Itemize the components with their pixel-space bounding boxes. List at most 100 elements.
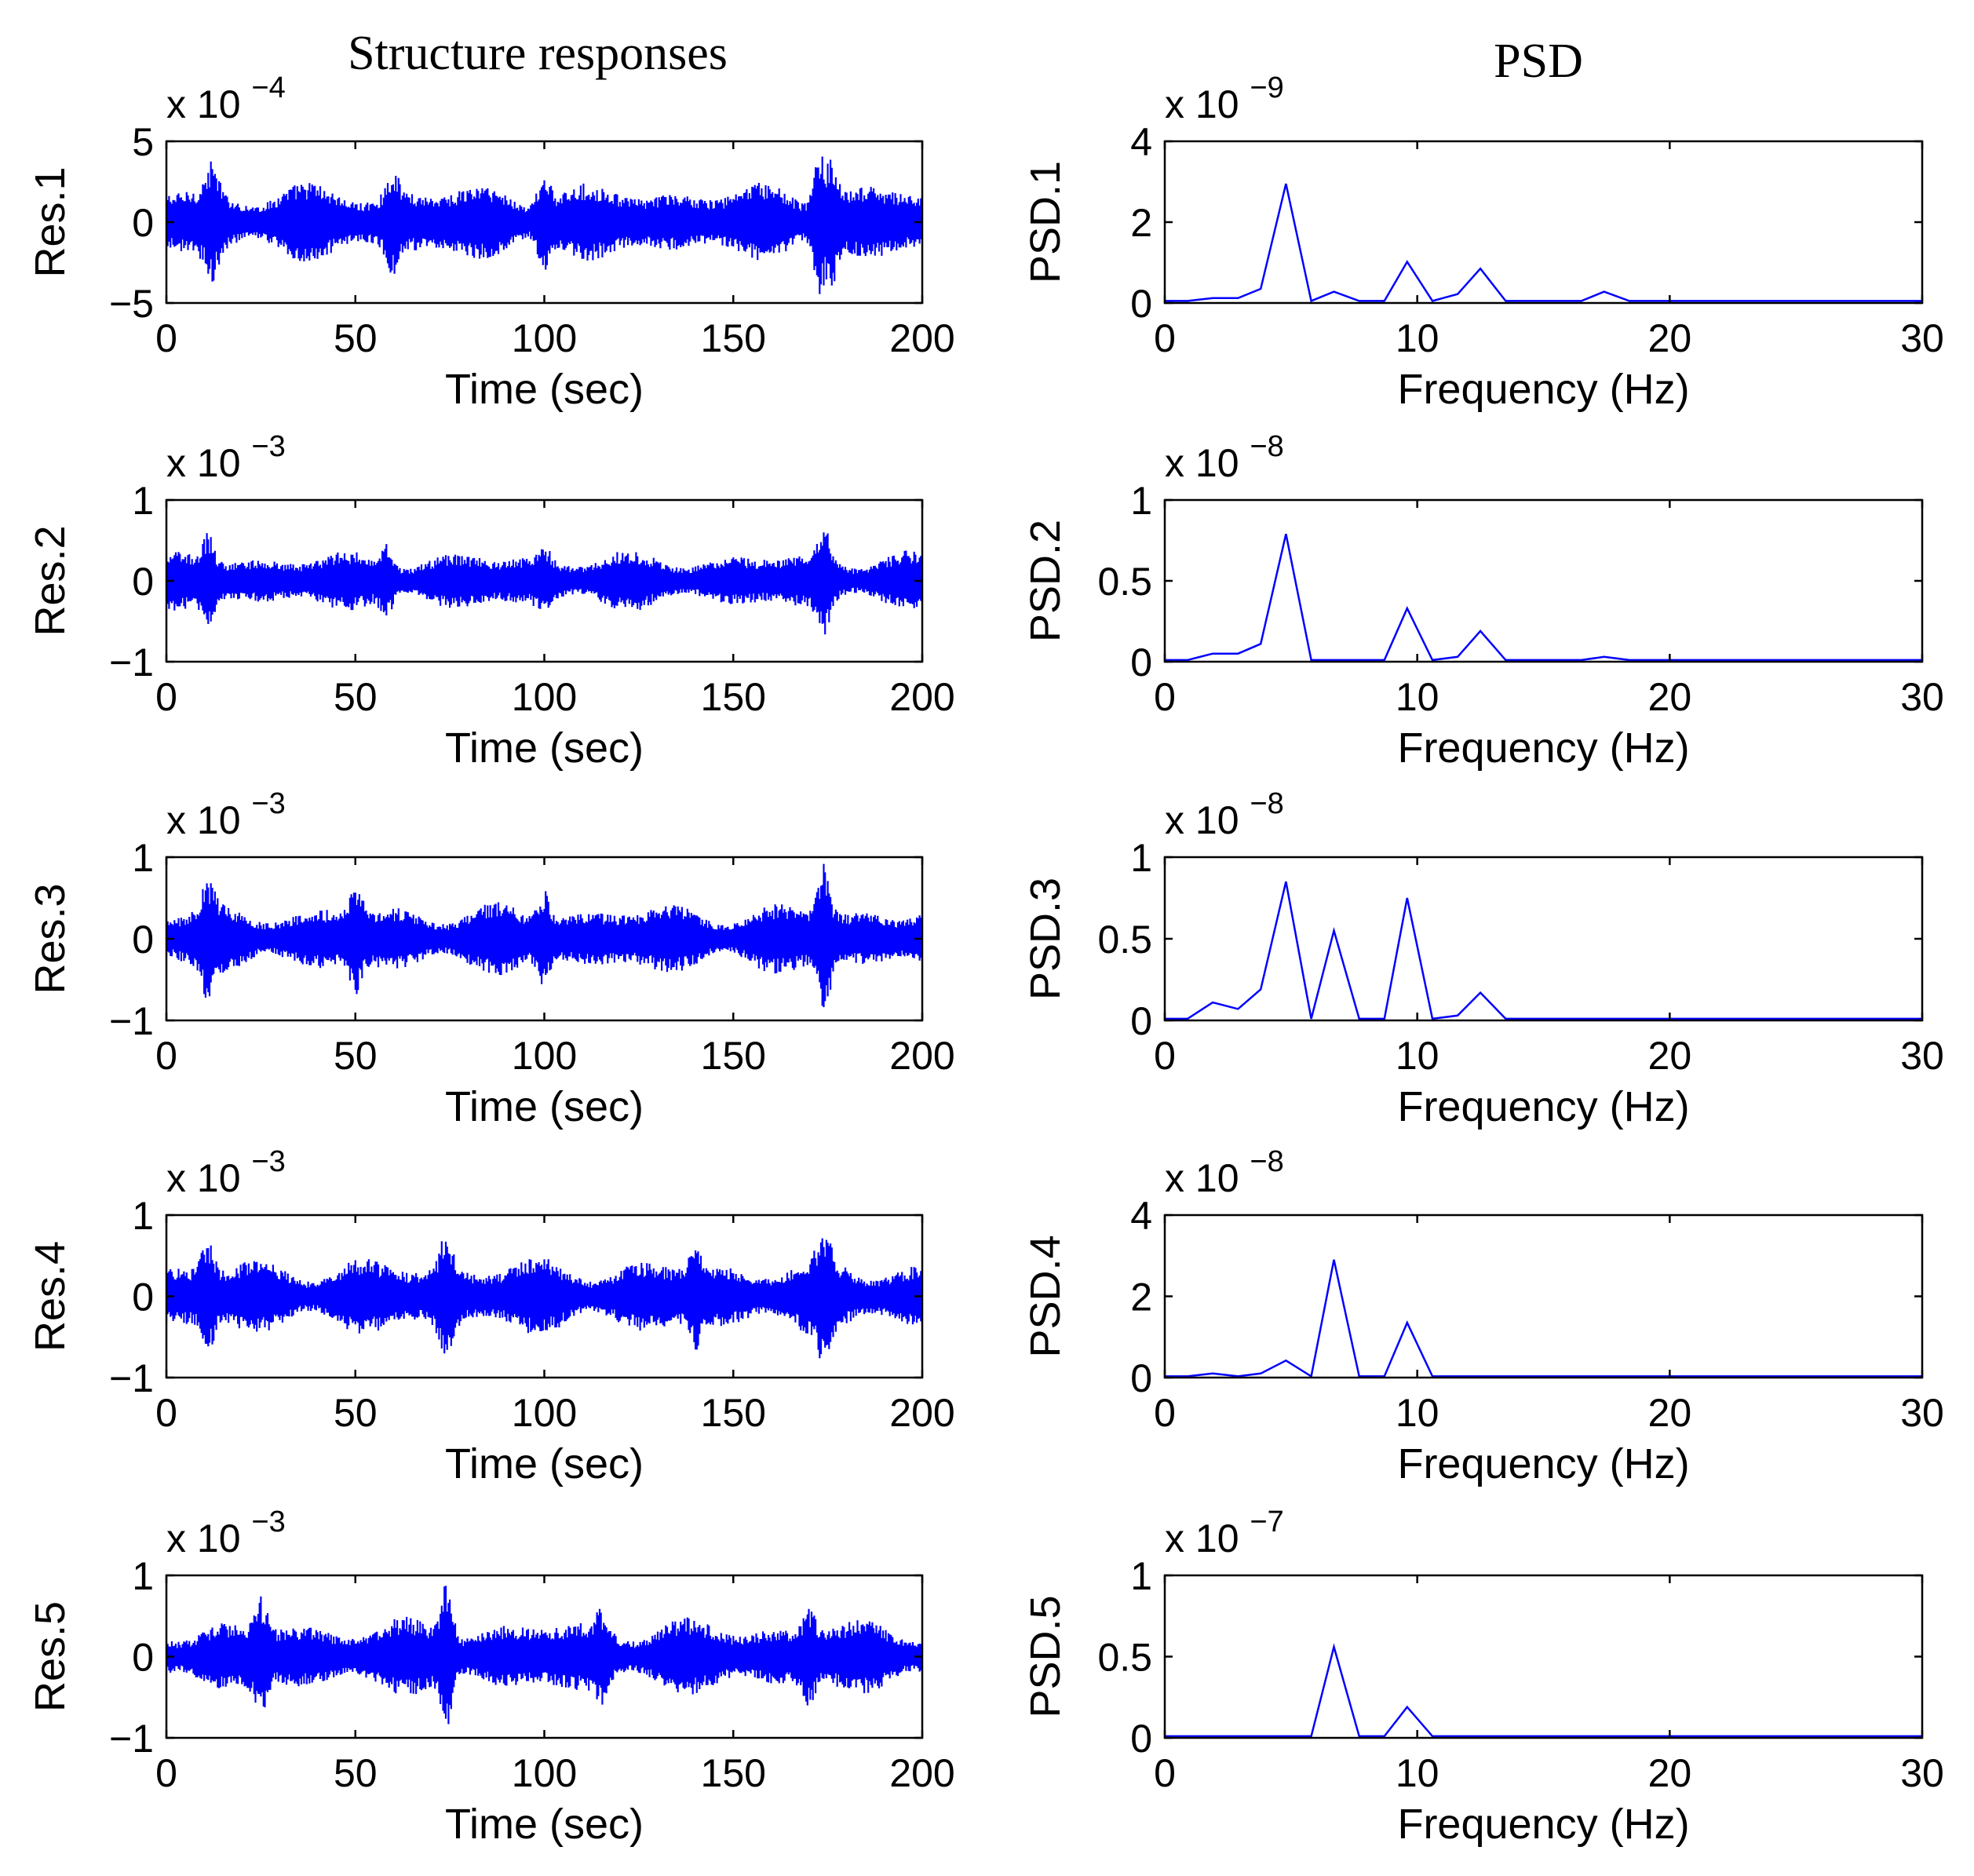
res4-ylabel: Res.4 <box>27 1241 74 1352</box>
psd5-axes-box <box>1163 1574 1924 1739</box>
res2-xlabel: Time (sec) <box>445 724 644 772</box>
res5-exponent: −3 <box>251 1506 285 1538</box>
psd3-xtick-label: 10 <box>1396 1034 1439 1078</box>
res3-xtick-label: 0 <box>155 1034 177 1078</box>
psd3-ytick-label: 0.5 <box>1097 918 1152 962</box>
res3-xtick-label: 150 <box>701 1034 766 1078</box>
psd4-multiplier: x 10 −8 <box>1165 1145 1284 1200</box>
psd2-ylabel: PSD.2 <box>1022 520 1069 642</box>
res1-exponent: −4 <box>251 71 285 104</box>
res2-xtick-label: 100 <box>512 675 577 719</box>
res4-ytick-label: 0 <box>132 1276 154 1319</box>
res4-multiplier: x 10 −3 <box>166 1145 286 1200</box>
res4-exponent: −3 <box>251 1145 285 1178</box>
psd1-xtick-label: 0 <box>1154 316 1176 360</box>
res2-data <box>166 532 922 635</box>
psd3-xtick-label: 30 <box>1900 1034 1944 1078</box>
res5-xtick-label: 150 <box>701 1751 766 1795</box>
psd1-panel: 0 10 20 30 0 2 4 x 10 −9 Frequency (Hz) PSD.1 <box>1022 71 1944 413</box>
psd2-xlabel: Frequency (Hz) <box>1397 724 1689 772</box>
psd4-exponent: −8 <box>1250 1145 1283 1178</box>
res1-ytick-label: 5 <box>132 120 154 164</box>
right-column-title: PSD <box>1494 35 1583 88</box>
psd1-data <box>1165 183 1922 303</box>
psd3-data <box>1165 881 1922 1020</box>
psd5-xtick-label: 30 <box>1900 1751 1944 1795</box>
psd5-xtick-label: 10 <box>1396 1751 1439 1795</box>
psd1-multiplier: x 10 −9 <box>1165 71 1284 126</box>
res1-ytick-label: −5 <box>109 282 154 326</box>
res5-xtick-label: 0 <box>155 1751 177 1795</box>
res3-xtick-label: 50 <box>334 1034 378 1078</box>
psd5-xtick-label: 0 <box>1154 1751 1176 1795</box>
psd5-ytick-label: 1 <box>1130 1554 1152 1598</box>
psd1-xlabel: Frequency (Hz) <box>1397 366 1689 413</box>
psd4-series <box>1165 1259 1922 1378</box>
psd2-ytick-label: 1 <box>1130 479 1152 523</box>
psd4-ytick-label: 2 <box>1130 1276 1152 1319</box>
psd4-xtick-label: 10 <box>1396 1391 1439 1435</box>
res4-xtick-label: 100 <box>512 1391 577 1435</box>
res1-xtick-label: 200 <box>889 316 954 360</box>
psd2-ytick-label: 0 <box>1130 641 1152 684</box>
psd1-series <box>1165 183 1922 303</box>
res2-xtick-label: 50 <box>334 675 378 719</box>
psd5-data <box>1165 1643 1922 1738</box>
res3-data <box>166 863 922 1008</box>
res2-ylabel: Res.2 <box>27 525 74 636</box>
psd3-panel: 0 10 20 30 0 0.5 1 x 10 −8 Frequency (Hz) PSD.3 <box>1022 787 1944 1130</box>
res2-ytick-label: 1 <box>132 479 154 523</box>
res5-xlabel: Time (sec) <box>445 1801 644 1848</box>
psd4-ytick-label: 0 <box>1130 1356 1152 1400</box>
res5-xtick-label: 200 <box>889 1751 954 1795</box>
psd4-xtick-label: 30 <box>1900 1391 1944 1435</box>
res2-exponent: −3 <box>251 430 285 463</box>
psd1-xtick-label: 30 <box>1900 316 1944 360</box>
psd2-xtick-label: 0 <box>1154 675 1176 719</box>
res4-xtick-label: 0 <box>155 1391 177 1435</box>
res2-multiplier: x 10 −3 <box>166 430 286 485</box>
res5-ylabel: Res.5 <box>27 1601 74 1712</box>
res2-xtick-label: 0 <box>155 675 177 719</box>
res5-ytick-label: 1 <box>132 1554 154 1598</box>
psd1-ytick-label: 2 <box>1130 201 1152 245</box>
res1-ytick-label: 0 <box>132 201 154 245</box>
psd3-xtick-label: 20 <box>1648 1034 1692 1078</box>
res4-xtick-label: 200 <box>889 1391 954 1435</box>
res4-xtick-label: 50 <box>334 1391 378 1435</box>
psd2-xtick-label: 20 <box>1648 675 1692 719</box>
res1-xtick-label: 150 <box>701 316 766 360</box>
psd2-panel: 0 10 20 30 0 0.5 1 x 10 −8 Frequency (Hz) PSD.2 <box>1022 430 1944 772</box>
psd5-multiplier: x 10 −7 <box>1165 1506 1284 1560</box>
res1-ylabel: Res.1 <box>27 166 74 277</box>
psd5-panel: 0 10 20 30 0 0.5 1 x 10 −7 Frequency (Hz) PSD.5 <box>1022 1506 1944 1848</box>
res5-ytick-label: −1 <box>109 1717 154 1761</box>
res4-ytick-label: −1 <box>109 1356 154 1400</box>
psd3-ytick-label: 0 <box>1130 999 1152 1043</box>
res3-ytick-label: 0 <box>132 918 154 962</box>
res2-ytick-label: −1 <box>109 641 154 684</box>
psd4-panel: 0 10 20 30 0 2 4 x 10 −8 Frequency (Hz) PSD.4 <box>1022 1145 1944 1487</box>
psd3-axes-box <box>1163 856 1924 1022</box>
psd5-ytick-label: 0.5 <box>1097 1636 1152 1680</box>
res1-xtick-label: 50 <box>334 316 378 360</box>
psd2-xtick-label: 30 <box>1900 675 1944 719</box>
res5-xtick-label: 100 <box>512 1751 577 1795</box>
psd2-data <box>1165 534 1922 662</box>
res5-signal <box>166 1586 922 1725</box>
res3-exponent: −3 <box>251 787 285 820</box>
res5-xtick-label: 50 <box>334 1751 378 1795</box>
psd4-xlabel: Frequency (Hz) <box>1397 1440 1689 1487</box>
psd1-ytick-label: 4 <box>1130 120 1152 164</box>
psd5-ytick-label: 0 <box>1130 1717 1152 1761</box>
res1-multiplier: x 10 −4 <box>166 71 286 126</box>
psd1-xtick-label: 20 <box>1648 316 1692 360</box>
psd5-ylabel: PSD.5 <box>1022 1595 1069 1717</box>
psd4-xtick-label: 20 <box>1648 1391 1692 1435</box>
psd1-ylabel: PSD.1 <box>1022 161 1069 283</box>
